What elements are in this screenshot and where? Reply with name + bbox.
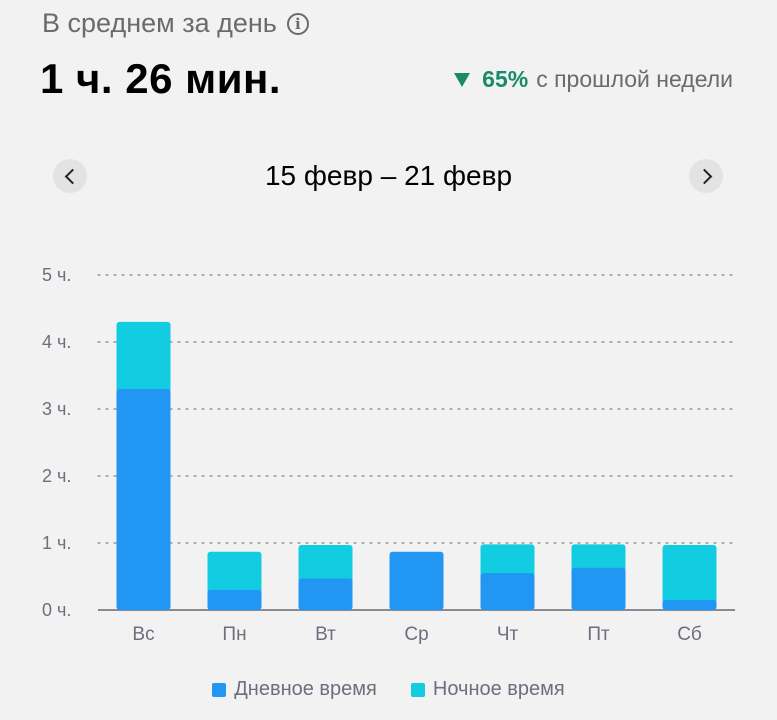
down-arrow-icon <box>454 72 471 87</box>
bar-day-6 <box>662 599 717 610</box>
bar-day-5 <box>571 567 626 610</box>
bar-day-3 <box>389 551 444 610</box>
x-tick-label: Вс <box>132 624 154 645</box>
average-label: В среднем за день <box>42 8 277 38</box>
bar-day-0 <box>116 388 171 610</box>
legend-swatch-day <box>212 682 227 697</box>
change-percent: 65% <box>482 66 529 92</box>
x-tick-label: Ср <box>404 624 428 645</box>
bar-night-1 <box>207 551 262 594</box>
legend-swatch-night <box>410 682 425 697</box>
y-tick-label: 3 ч. <box>42 399 71 419</box>
bar-day-1 <box>207 589 262 610</box>
y-tick-label: 0 ч. <box>42 600 71 620</box>
y-tick-label: 2 ч. <box>42 466 71 486</box>
x-tick-label: Пт <box>587 624 610 645</box>
bar-night-6 <box>662 545 717 604</box>
x-tick-label: Пн <box>222 624 246 645</box>
legend-item-day: Дневное время <box>212 678 377 701</box>
chart-legend: Дневное время Ночное время <box>0 678 777 701</box>
usage-bar-chart: 0 ч. 1 ч. 2 ч. 3 ч. 4 ч. 5 ч. Вс Пн Вт Ср Чт Пт Сб <box>42 265 736 645</box>
y-tick-label: 5 ч. <box>42 265 71 285</box>
chevron-right-icon <box>696 168 712 184</box>
change-caption: с прошлой недели <box>536 66 733 92</box>
bar-day-4 <box>480 573 535 610</box>
average-value: 1 ч. 26 мин. <box>40 55 282 102</box>
y-tick-label: 4 ч. <box>42 332 71 352</box>
weekly-change: 65% с прошлой недели <box>454 66 733 93</box>
info-icon[interactable]: i <box>286 12 309 35</box>
bar-night-5 <box>571 544 626 572</box>
legend-label-night: Ночное время <box>432 678 565 700</box>
bar-night-4 <box>480 544 535 578</box>
legend-label-day: Дневное время <box>234 678 377 700</box>
next-week-button[interactable] <box>689 159 723 193</box>
x-tick-label: Сб <box>677 624 702 645</box>
legend-item-night: Ночное время <box>410 678 565 701</box>
bar-night-0 <box>116 321 171 393</box>
y-tick-label: 1 ч. <box>42 533 71 553</box>
bar-night-2 <box>298 545 353 583</box>
x-tick-label: Вт <box>315 624 336 645</box>
bar-day-2 <box>298 578 353 610</box>
date-range: 15 февр – 21 февр <box>264 160 513 191</box>
x-tick-label: Чт <box>497 624 519 645</box>
summary-header: В среднем за день i <box>42 8 309 39</box>
previous-week-button[interactable] <box>53 159 87 193</box>
